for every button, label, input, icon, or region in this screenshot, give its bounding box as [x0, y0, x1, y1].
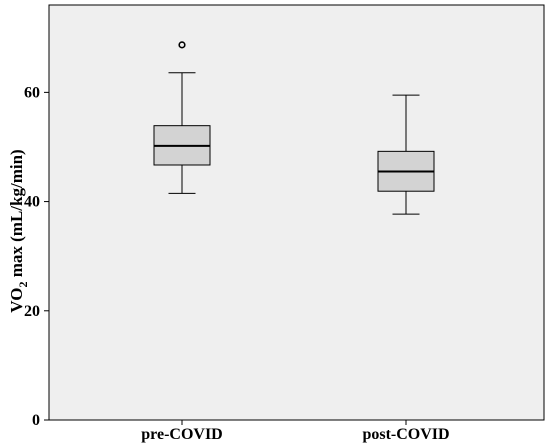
x-axis: pre-COVID post-COVID [141, 420, 450, 443]
x-tick-label: post-COVID [362, 426, 449, 443]
outlier-point [178, 41, 186, 49]
y-axis: 0 20 40 60 [24, 84, 49, 429]
chart-marks [153, 41, 435, 215]
y-tick-label: 0 [32, 412, 40, 429]
y-tick-label: 60 [24, 84, 40, 101]
y-axis-title: VO2 max (mL/kg/min) [7, 149, 30, 312]
y-tick-label: 20 [24, 303, 40, 320]
y-tick-label: 40 [24, 194, 40, 211]
box-group [153, 41, 211, 194]
box-group [377, 94, 435, 215]
plot-area [48, 4, 545, 421]
x-tick-label: pre-COVID [141, 426, 222, 443]
